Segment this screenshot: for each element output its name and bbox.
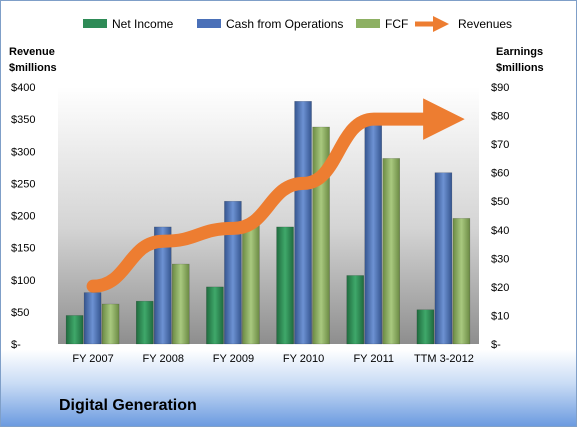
category-label-fy-2009: FY 2009 xyxy=(213,353,254,365)
category-label-fy-2008: FY 2008 xyxy=(143,353,184,365)
legend-swatch-fcf xyxy=(356,19,380,28)
bar-net-income-ttm-3-2012 xyxy=(416,309,435,345)
right-tick-1: $10 xyxy=(491,310,509,322)
category-label-fy-2011: FY 2011 xyxy=(353,353,394,365)
left-axis-ticks: $- $50 $100 $150 $200 $250 $300 $350 $400 xyxy=(11,82,35,351)
left-tick-8: $400 xyxy=(11,82,35,94)
legend-swatch-cash-from-operations xyxy=(197,19,221,28)
bar-fcf-fy-2007 xyxy=(101,303,120,345)
left-axis-title-line1: Revenue xyxy=(9,46,55,58)
left-tick-2: $100 xyxy=(11,275,35,287)
bar-cash-from-operations-fy-2008 xyxy=(154,226,172,345)
bar-net-income-fy-2008 xyxy=(136,300,154,345)
bar-net-income-fy-2007 xyxy=(65,315,84,345)
bar-cash-from-operations-fy-2011 xyxy=(364,123,382,345)
left-axis-title-line2: $millions xyxy=(9,62,57,74)
left-tick-5: $250 xyxy=(11,178,35,190)
company-label: Digital Generation xyxy=(59,397,197,414)
bar-cash-from-operations-fy-2009 xyxy=(224,200,242,345)
bar-net-income-fy-2009 xyxy=(206,286,224,345)
right-tick-4: $40 xyxy=(491,225,509,237)
right-axis-title-line1: Earnings xyxy=(496,46,543,58)
legend-label-net-income: Net Income xyxy=(112,17,174,31)
right-tick-8: $80 xyxy=(491,111,509,123)
legend-label-fcf: FCF xyxy=(385,17,408,31)
legend: Net Income Cash from Operations FCF Reve… xyxy=(83,15,512,33)
left-tick-4: $200 xyxy=(11,211,35,223)
bar-fcf-fy-2011 xyxy=(382,158,400,345)
revenues-trend-arrow xyxy=(86,98,465,293)
category-label-ttm-3-2012: TTM 3-2012 xyxy=(414,353,474,365)
bar-cash-from-operations-ttm-3-2012 xyxy=(434,172,453,345)
left-tick-7: $350 xyxy=(11,114,35,126)
bar-net-income-fy-2011 xyxy=(346,275,364,345)
right-tick-0: $- xyxy=(491,339,501,351)
right-tick-9: $90 xyxy=(491,82,509,94)
left-tick-3: $150 xyxy=(11,243,35,255)
right-axis-ticks: $- $10 $20 $30 $40 $50 $60 $70 $80 $90 xyxy=(491,82,509,351)
left-tick-6: $300 xyxy=(11,146,35,158)
right-tick-2: $20 xyxy=(491,282,509,294)
right-tick-7: $70 xyxy=(491,139,509,151)
bar-net-income-fy-2010 xyxy=(276,226,294,345)
bar-cash-from-operations-fy-2010 xyxy=(294,101,312,345)
right-tick-5: $50 xyxy=(491,196,509,208)
left-tick-1: $50 xyxy=(11,307,29,319)
right-tick-6: $60 xyxy=(491,168,509,180)
left-tick-0: $- xyxy=(11,339,21,351)
bar-fcf-fy-2009 xyxy=(242,220,260,345)
right-axis-title-line2: $millions xyxy=(496,62,544,74)
bar-fcf-ttm-3-2012 xyxy=(452,218,471,345)
category-label-fy-2007: FY 2007 xyxy=(72,353,113,365)
legend-label-revenues: Revenues xyxy=(458,17,512,31)
category-label-fy-2010: FY 2010 xyxy=(283,353,324,365)
legend-label-cash-from-operations: Cash from Operations xyxy=(226,17,343,31)
bar-fcf-fy-2008 xyxy=(172,263,190,345)
bar-cash-from-operations-fy-2007 xyxy=(83,292,102,345)
legend-swatch-net-income xyxy=(83,19,107,28)
category-labels: FY 2007 FY 2008 FY 2009 FY 2010 FY 2011 TTM 3… xyxy=(72,353,473,365)
right-tick-3: $30 xyxy=(491,253,509,265)
